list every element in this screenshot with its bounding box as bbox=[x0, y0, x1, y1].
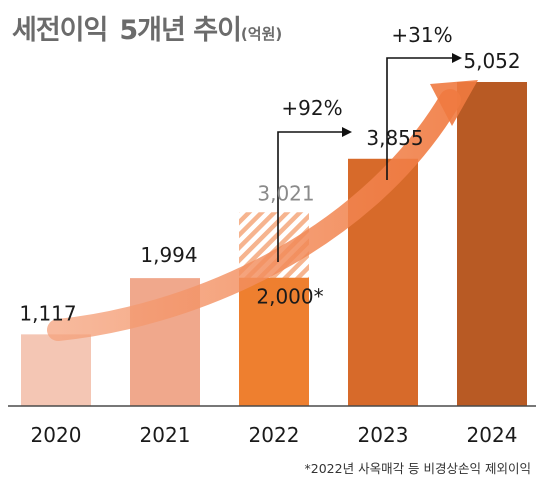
growth-label-0: +92% bbox=[281, 96, 342, 120]
bar-2022 bbox=[239, 277, 309, 406]
growth-connector-1 bbox=[386, 57, 456, 180]
value-label-2024: 5,052 bbox=[463, 49, 520, 73]
growth-arrowhead-1 bbox=[452, 53, 462, 63]
value-label-2022: 2,000* bbox=[256, 285, 323, 309]
value-label-2021: 1,994 bbox=[140, 243, 197, 267]
value-label-2023: 3,855 bbox=[366, 126, 423, 150]
x-tick-label-2024: 2024 bbox=[467, 423, 518, 447]
title-unit: (억원) bbox=[240, 25, 283, 43]
x-tick-label-2020: 2020 bbox=[31, 423, 82, 447]
value-label-2022-reported: 3,021 bbox=[257, 181, 314, 205]
x-tick-label-2021: 2021 bbox=[140, 423, 191, 447]
growth-connector-0 bbox=[277, 131, 346, 262]
trend-arrow-head bbox=[430, 80, 478, 126]
title-part1: 세전이익 bbox=[12, 15, 108, 46]
growth-arrowhead-0 bbox=[342, 127, 352, 137]
footnote: *2022년 사옥매각 등 비경상손익 제외이익 bbox=[304, 461, 531, 476]
value-label-2020: 1,117 bbox=[19, 301, 76, 325]
trend-arrow-shaft bbox=[47, 89, 461, 341]
bar-2024 bbox=[457, 82, 527, 406]
x-tick-label-2022: 2022 bbox=[249, 423, 300, 447]
chart-title: 세전이익 5개년 추이(억원) bbox=[12, 8, 282, 47]
growth-label-1: +31% bbox=[391, 23, 452, 47]
x-tick-label-2023: 2023 bbox=[358, 423, 409, 447]
bar-2020 bbox=[21, 334, 91, 406]
title-part2: 5개년 추이 bbox=[119, 15, 242, 46]
